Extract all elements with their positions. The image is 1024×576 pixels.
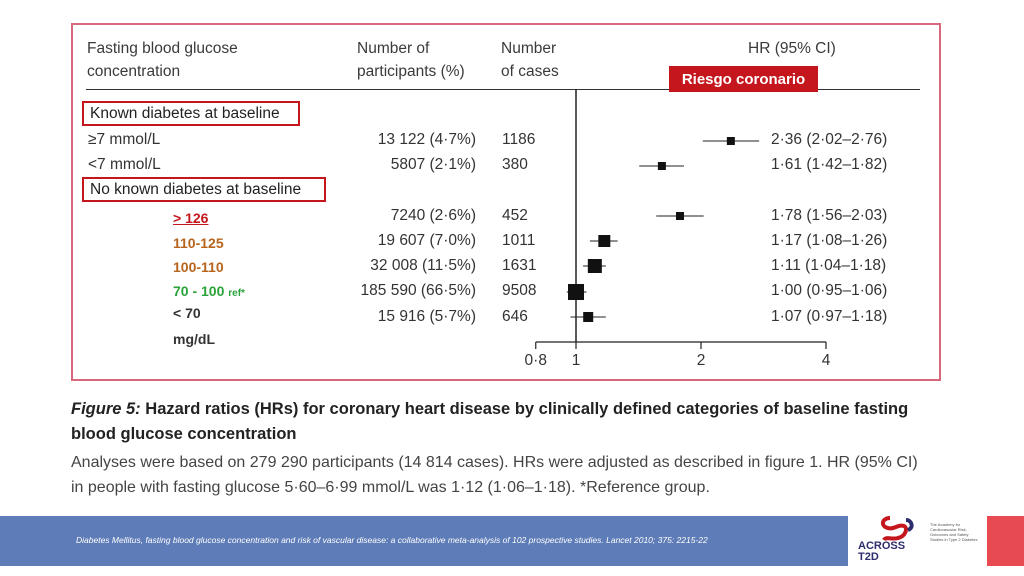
riesgo-coronario-badge: Riesgo coronario: [669, 66, 818, 92]
header-rule: [86, 89, 920, 90]
row-participants: 32 008 (11·5%): [370, 257, 476, 274]
row-label: <7 mmol/L: [88, 156, 161, 173]
mgdl-unit-label: mg/dL: [173, 331, 215, 347]
mgdl-label: 100-110: [173, 259, 224, 275]
row-hr-ci: 1·07 (0·97–1·18): [771, 308, 888, 325]
row-participants: 19 607 (7·0%): [377, 232, 476, 249]
row-cases: 1011: [502, 232, 536, 249]
row-hr-ci: 1·78 (1·56–2·03): [771, 207, 888, 224]
ref-marker: ref*: [228, 288, 245, 299]
accent-block: [987, 516, 1024, 566]
row-participants: 15 916 (5·7%): [377, 308, 476, 325]
mgdl-label-reference: 70 - 100 ref*: [173, 283, 245, 299]
footer-citation: Diabetes Mellitus, fasting blood glucose…: [76, 535, 708, 545]
row-cases: 9508: [502, 282, 537, 299]
figure-label: Figure 5:: [71, 400, 141, 418]
mgdl-label: < 70: [173, 305, 201, 321]
header-cases: Number of cases: [501, 40, 559, 80]
section-known-diabetes: Known diabetes at baseline: [82, 101, 300, 126]
row-cases: 1186: [502, 131, 536, 148]
figure-title-text: Hazard ratios (HRs) for coronary heart d…: [71, 400, 909, 443]
header-glucose: Fasting blood glucose concentration: [87, 40, 238, 80]
figure-frame: [71, 23, 941, 381]
row-label: ≥7 mmol/L: [88, 131, 161, 148]
row-cases: 646: [502, 308, 528, 325]
across-t2d-logo-icon: [881, 516, 914, 542]
mgdl-label: 110-125: [173, 235, 224, 251]
row-hr-ci: 1·11 (1·04–1·18): [771, 257, 887, 274]
section-no-known-diabetes: No known diabetes at baseline: [82, 177, 326, 202]
logo-tagline: The Academy for Cardiovascular Risk, Out…: [930, 522, 978, 542]
row-participants: 5807 (2·1%): [390, 156, 476, 173]
mgdl-label: > 126: [173, 210, 209, 226]
row-hr-ci: 1·61 (1·42–1·82): [771, 156, 888, 173]
row-participants: 7240 (2·6%): [390, 207, 476, 224]
row-hr-ci: 1·00 (0·95–1·06): [771, 282, 888, 299]
row-cases: 380: [502, 156, 528, 173]
figure-title: Figure 5: Hazard ratios (HRs) for corona…: [71, 397, 931, 447]
header-hr: HR (95% CI): [748, 40, 836, 57]
row-hr-ci: 2·36 (2·02–2·76): [771, 131, 888, 148]
row-cases: 452: [502, 207, 528, 224]
mgdl-label-text: 70 - 100: [173, 283, 225, 299]
row-cases: 1631: [502, 257, 537, 274]
row-participants: 185 590 (66·5%): [360, 282, 476, 299]
footer-bar: [0, 516, 848, 566]
logo-text: ACROSS T2D: [858, 540, 906, 563]
figure-caption: Analyses were based on 279 290 participa…: [71, 454, 918, 496]
header-participants: Number of participants (%): [357, 40, 465, 80]
row-hr-ci: 1·17 (1·08–1·26): [771, 232, 888, 249]
row-participants: 13 122 (4·7%): [377, 131, 476, 148]
